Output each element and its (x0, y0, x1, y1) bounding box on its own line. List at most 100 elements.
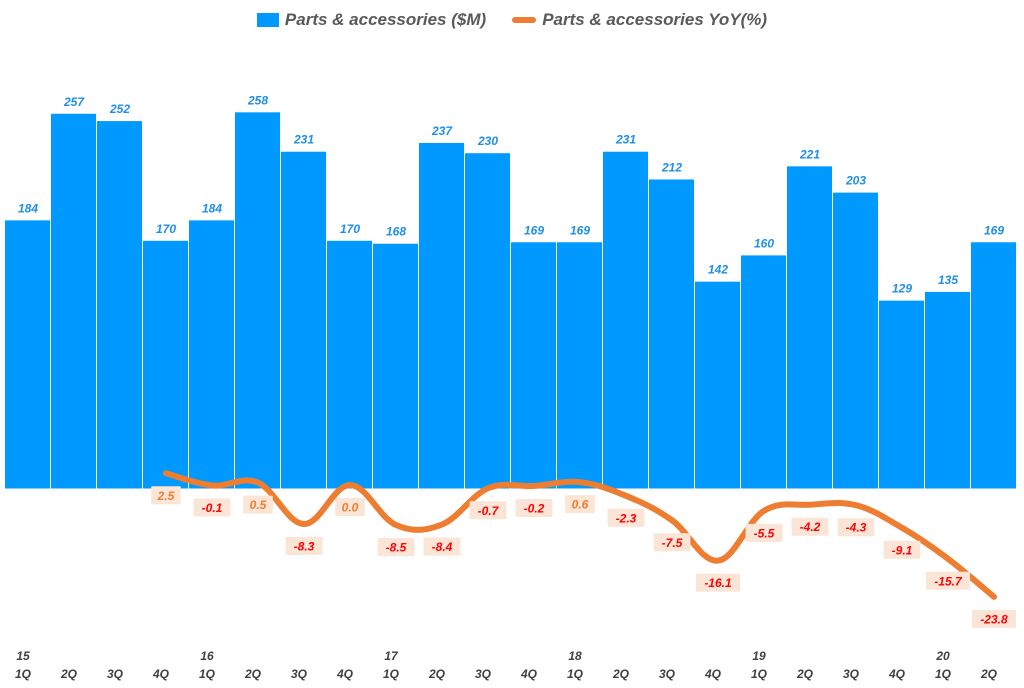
x-tick-quarter: 3Q (475, 667, 492, 681)
bar-value-label: 142 (708, 263, 728, 277)
x-tick-quarter: 1Q (751, 667, 768, 681)
yoy-label-box (696, 573, 740, 592)
yoy-label-box (151, 486, 181, 505)
x-tick-quarter: 2Q (612, 667, 630, 681)
x-tick-year: 17 (384, 649, 399, 663)
bar (511, 242, 556, 489)
yoy-label-box (469, 501, 507, 520)
legend-bar-label: Parts & accessories ($M) (284, 10, 487, 29)
yoy-value-label: -8.4 (423, 537, 461, 556)
yoy-label-text: -8.5 (386, 540, 407, 554)
legend-bar-swatch-icon (256, 13, 279, 27)
yoy-label-box (745, 523, 783, 542)
bar-value-label: 184 (202, 201, 222, 215)
legend: Parts & accessories ($M) Parts & accesso… (0, 6, 1024, 34)
bar-value-label: 170 (340, 222, 360, 236)
legend-item-line: Parts & accessories YoY(%) (512, 10, 767, 30)
bar-value-label: 231 (293, 133, 314, 147)
bar-value-label: 230 (477, 134, 498, 148)
x-tick-year: 19 (752, 649, 766, 663)
yoy-value-label: -4.3 (837, 518, 875, 537)
bar (281, 151, 326, 490)
bar (235, 112, 280, 489)
x-tick-quarter: 2Q (796, 667, 814, 681)
bar (833, 192, 878, 489)
x-tick-quarter: 1Q (935, 667, 952, 681)
legend-item-bar: Parts & accessories ($M) (256, 10, 487, 30)
yoy-label-box (565, 495, 595, 514)
x-tick-quarter: 1Q (199, 667, 216, 681)
yoy-label-box (837, 518, 875, 537)
bar-value-label: 212 (661, 160, 682, 174)
yoy-label-text: -23.8 (980, 612, 1008, 626)
yoy-value-label: 0.6 (565, 495, 595, 514)
bar (879, 300, 924, 489)
yoy-line-series (163, 470, 997, 600)
yoy-value-label: -0.7 (469, 501, 507, 520)
yoy-value-label: -9.1 (883, 540, 921, 559)
yoy-label-text: -9.1 (892, 543, 913, 557)
yoy-label-text: -4.3 (846, 521, 867, 535)
x-tick-quarter: 4Q (336, 667, 354, 681)
bar-value-label: 170 (156, 222, 176, 236)
x-tick-quarter: 2Q (60, 667, 78, 681)
legend-line-label: Parts & accessories YoY(%) (542, 10, 768, 29)
bar-value-label: 135 (938, 273, 958, 287)
bar-value-label: 169 (570, 223, 590, 237)
x-tick-quarter: 1Q (15, 667, 32, 681)
bar-value-label: 231 (615, 133, 636, 147)
bar-value-label: 169 (524, 223, 544, 237)
x-axis-ticks: 15 1Q 2Q 3Q 4Q 16 1Q 2Q 3Q 4Q 17 1Q 2Q 3Q 4Q 18 1Q 2Q 3Q 4Q… (15, 649, 998, 681)
bar-value-label: 184 (18, 201, 38, 215)
yoy-label-text: 0.0 (342, 501, 359, 515)
yoy-label-text: -8.4 (432, 540, 453, 554)
yoy-label-text: -4.2 (800, 520, 821, 534)
bar (143, 240, 188, 489)
bar (787, 166, 832, 489)
yoy-value-labels: 2.5 -0.1 0.5 -8.3 0.0 -8.5 -8.4 -0.7 -0.2 0.6 -2.3… (151, 486, 1016, 628)
bar (603, 151, 648, 490)
bar-value-label: 203 (845, 174, 866, 188)
yoy-label-text: 0.6 (572, 498, 589, 512)
bar (925, 291, 970, 489)
yoy-value-label: -23.8 (972, 609, 1016, 628)
yoy-value-label: -7.5 (653, 533, 691, 552)
bar (465, 153, 510, 489)
x-tick-quarter: 3Q (291, 667, 308, 681)
x-tick-quarter: 3Q (843, 667, 860, 681)
yoy-label-box (335, 498, 365, 516)
x-tick-quarter: 4Q (152, 667, 170, 681)
bar-value-label: 221 (799, 147, 820, 161)
bar-value-label: 237 (431, 124, 453, 138)
x-tick-year: 20 (935, 649, 950, 663)
yoy-value-label: -8.5 (377, 537, 415, 556)
yoy-label-text: -15.7 (934, 574, 963, 588)
yoy-line (163, 470, 997, 600)
bar-value-labels: 184 257 252 170 184 258 231 170 168 237 230 169 169 2… (18, 93, 1004, 295)
x-tick-quarter: 3Q (659, 667, 676, 681)
yoy-label-box (423, 537, 461, 556)
yoy-label-text: -7.5 (662, 536, 683, 550)
x-tick-quarter: 2Q (980, 667, 998, 681)
yoy-label-box (883, 540, 921, 559)
yoy-label-box (607, 508, 645, 527)
bar-value-label: 252 (109, 102, 130, 116)
yoy-value-label: 0.5 (243, 495, 273, 514)
yoy-label-box (377, 537, 415, 556)
x-tick-quarter: 4Q (520, 667, 538, 681)
yoy-label-box (972, 609, 1016, 628)
legend-line-swatch-icon (512, 17, 537, 23)
yoy-value-label: -0.1 (193, 498, 231, 517)
bar-value-label: 129 (892, 282, 912, 296)
bar (419, 142, 464, 490)
bar (971, 242, 1016, 489)
yoy-value-label: 0.0 (335, 498, 365, 516)
bar (189, 220, 234, 490)
bar (51, 113, 96, 489)
yoy-label-text: -0.7 (478, 504, 500, 518)
bar (97, 121, 142, 489)
yoy-value-label: -5.5 (745, 523, 783, 542)
yoy-label-text: 0.5 (250, 498, 267, 512)
bar (327, 240, 372, 489)
